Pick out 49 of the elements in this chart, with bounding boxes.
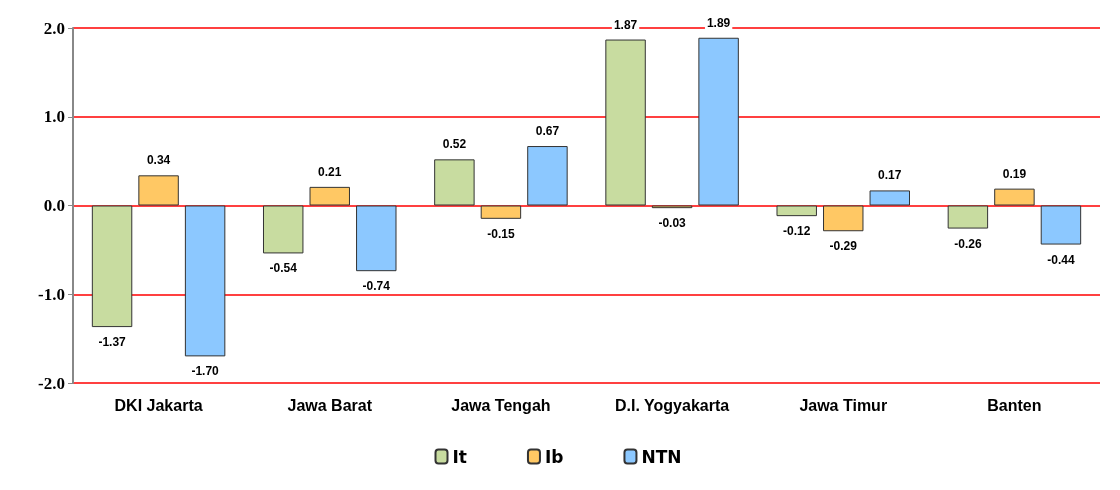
data-label: 0.21	[318, 164, 342, 179]
bar	[138, 175, 179, 206]
data-label: -0.03	[658, 216, 687, 231]
data-label: 0.34	[146, 153, 171, 168]
data-label: 0.19	[1002, 166, 1027, 181]
data-label: 0.67	[535, 124, 560, 139]
bar	[356, 205, 397, 272]
y-tick-label: 0.0	[43, 196, 65, 215]
bar	[309, 186, 350, 206]
y-tick-label: -2.0	[38, 373, 65, 393]
x-tick-label: D.I. Yogyakarta	[615, 396, 730, 414]
bar	[434, 159, 475, 206]
bar	[605, 39, 646, 206]
bar	[184, 205, 226, 357]
bar	[823, 205, 864, 232]
bar	[994, 188, 1035, 206]
x-tick-label: DKI Jakarta	[114, 396, 203, 414]
bar	[480, 205, 522, 219]
x-tick-label: Jawa Tengah	[451, 396, 551, 414]
bar	[263, 205, 304, 254]
bar	[698, 37, 739, 206]
x-tick-label: Jawa Timur	[799, 396, 888, 414]
legend-label: Ib	[544, 446, 564, 467]
data-label: -0.29	[829, 239, 858, 254]
bar	[869, 190, 911, 206]
data-label: 0.52	[442, 137, 467, 152]
x-tick-label: Banten	[987, 396, 1042, 414]
data-label: 1.89	[706, 15, 731, 30]
data-label: -0.74	[362, 279, 391, 294]
data-label: -0.54	[269, 261, 298, 276]
bar	[91, 205, 133, 328]
data-label: -0.12	[783, 224, 811, 239]
data-label: -0.44	[1047, 252, 1075, 267]
bar	[947, 205, 989, 229]
data-label: 0.17	[878, 168, 902, 183]
data-label: -0.26	[954, 236, 982, 251]
y-tick-label: 2.0	[43, 18, 65, 38]
y-tick-label: 1.0	[43, 107, 65, 127]
data-label: -1.70	[191, 364, 220, 379]
bar	[1040, 205, 1082, 245]
data-label: -1.37	[98, 335, 127, 350]
data-label: -0.15	[487, 226, 515, 241]
bar	[776, 205, 817, 217]
x-tick-label: Jawa Barat	[287, 396, 373, 414]
y-tick-label: -1.0	[38, 284, 65, 304]
bar	[527, 146, 568, 206]
legend-label: It	[452, 446, 467, 467]
legend-label: NTN	[641, 446, 682, 467]
data-label: 1.87	[613, 17, 638, 32]
